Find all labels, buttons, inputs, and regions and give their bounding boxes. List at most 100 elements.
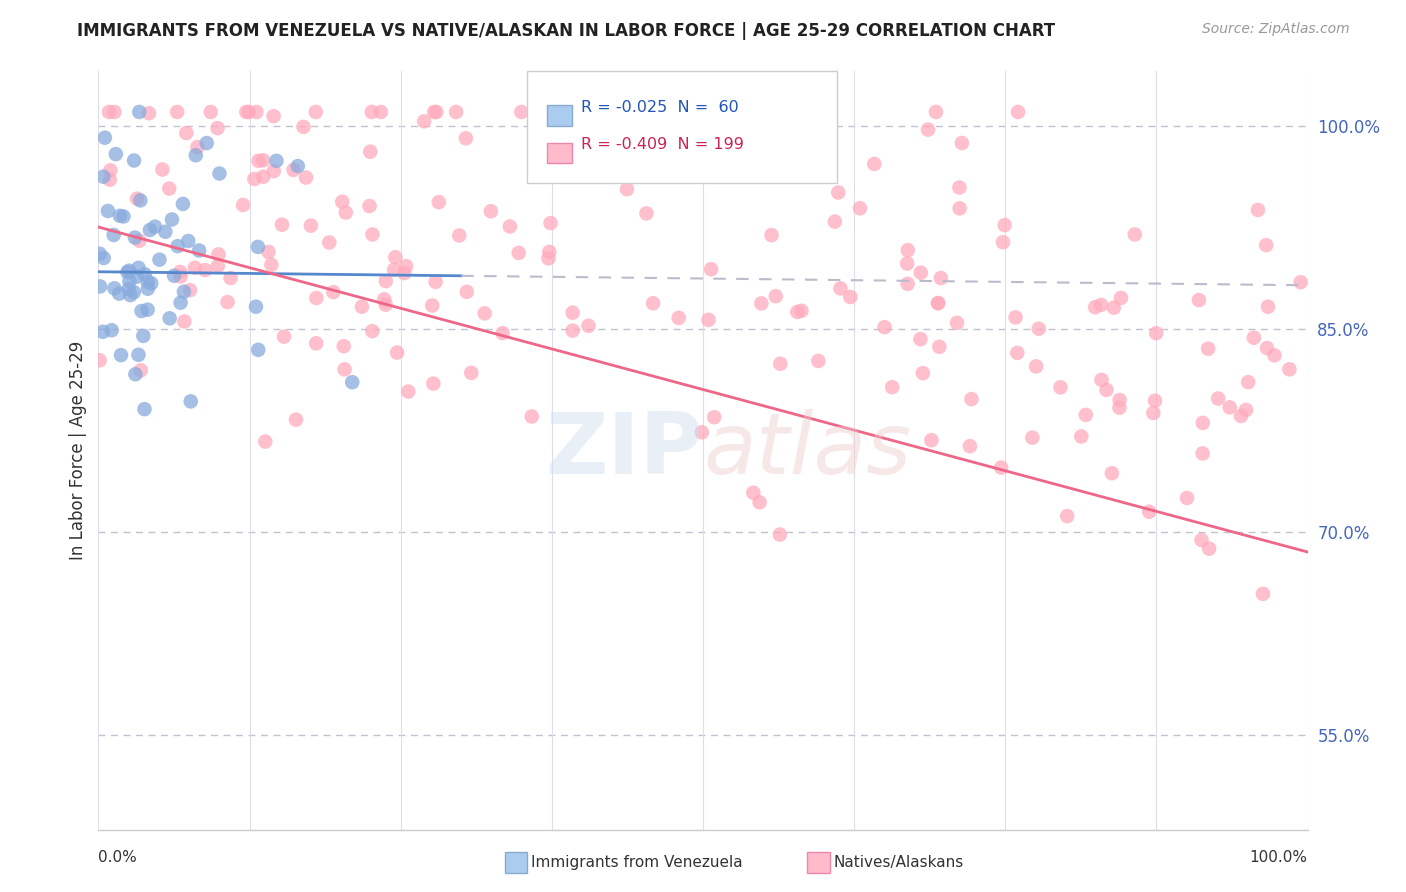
Point <box>1144 326 1167 341</box>
Point <box>420 298 443 312</box>
Point <box>1219 401 1241 415</box>
Point <box>929 271 952 285</box>
Point <box>207 121 229 136</box>
Point <box>184 260 207 275</box>
Point <box>117 265 139 279</box>
Point <box>124 368 146 382</box>
Point <box>1102 301 1125 315</box>
Point <box>283 163 305 178</box>
Point <box>897 243 920 257</box>
Point <box>177 234 200 248</box>
Point <box>359 145 381 159</box>
Point <box>636 206 658 220</box>
Point <box>335 205 357 219</box>
Point <box>946 316 969 330</box>
Point <box>159 311 181 326</box>
Point <box>1137 505 1160 519</box>
Point <box>172 197 194 211</box>
Point <box>1191 416 1213 430</box>
Point <box>769 357 792 371</box>
Point <box>456 285 478 299</box>
Point <box>176 126 198 140</box>
Point <box>748 495 770 509</box>
Point <box>537 252 560 266</box>
Point <box>703 410 725 425</box>
Point <box>184 148 207 162</box>
Point <box>444 105 467 120</box>
Point <box>271 218 294 232</box>
Point <box>1198 541 1220 556</box>
Point <box>124 230 146 244</box>
Point <box>578 318 600 333</box>
Point <box>118 282 141 296</box>
Point <box>1070 429 1092 443</box>
Point <box>374 298 396 312</box>
Point <box>1143 393 1166 408</box>
Point <box>1056 509 1078 524</box>
Point <box>1263 348 1285 362</box>
Point <box>104 147 127 161</box>
Point <box>385 345 408 359</box>
Point <box>373 293 395 307</box>
Point <box>139 223 162 237</box>
Point <box>129 363 152 377</box>
Point <box>565 128 588 143</box>
Point <box>257 244 280 259</box>
Point <box>873 320 896 334</box>
Point <box>510 105 533 120</box>
Point <box>863 157 886 171</box>
Point <box>138 106 160 120</box>
Point <box>238 105 260 120</box>
Point <box>1243 331 1265 345</box>
Point <box>120 288 142 302</box>
Point <box>1175 491 1198 505</box>
Point <box>103 281 125 295</box>
Point <box>136 302 159 317</box>
Point <box>896 256 918 270</box>
Point <box>125 192 148 206</box>
Point <box>122 153 145 168</box>
Point <box>110 348 132 362</box>
Text: atlas: atlas <box>703 409 911 492</box>
Point <box>751 296 773 310</box>
Point <box>761 228 783 243</box>
Point <box>1090 298 1112 312</box>
Point <box>1278 362 1301 376</box>
Point <box>127 348 149 362</box>
Point <box>305 291 328 305</box>
Point <box>1074 408 1097 422</box>
Point <box>235 105 257 120</box>
Point <box>1004 310 1026 325</box>
Point <box>112 210 135 224</box>
Point <box>361 227 384 242</box>
Point <box>246 240 269 254</box>
Point <box>897 277 920 291</box>
Point <box>118 263 141 277</box>
Point <box>295 170 318 185</box>
Point <box>394 266 416 280</box>
Point <box>396 384 419 399</box>
Point <box>818 139 841 153</box>
Point <box>839 290 862 304</box>
Point <box>668 310 690 325</box>
Point <box>129 194 152 208</box>
Point <box>460 366 482 380</box>
Point <box>775 140 797 154</box>
Point <box>292 120 315 134</box>
Point <box>540 216 562 230</box>
Point <box>318 235 340 250</box>
Point <box>263 164 285 178</box>
Point <box>427 195 450 210</box>
Point <box>186 140 208 154</box>
Point <box>157 181 180 195</box>
Point <box>1049 380 1071 394</box>
Point <box>195 136 218 150</box>
Point <box>959 439 981 453</box>
Point <box>849 201 872 215</box>
Point <box>118 274 141 288</box>
Point <box>100 323 122 337</box>
Point <box>1188 293 1211 307</box>
Point <box>425 275 447 289</box>
Point <box>1095 383 1118 397</box>
Point <box>148 252 170 267</box>
